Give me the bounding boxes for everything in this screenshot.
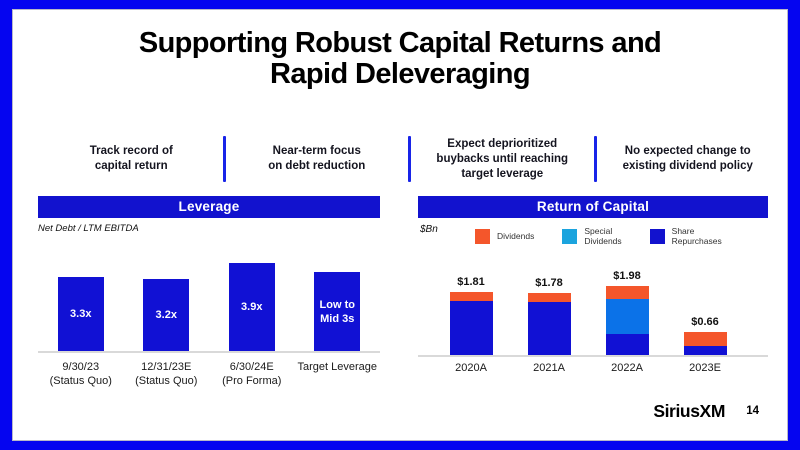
return-of-capital-section-header: Return of Capital: [418, 196, 768, 218]
leverage-bar: 3.3x: [57, 277, 104, 351]
leverage-bar-column: 3.3x: [38, 277, 124, 351]
leverage-bar-column: 3.2x: [124, 279, 210, 351]
roc-bar-segment-share-repurchases: [683, 346, 727, 355]
legend-label: Share Repurchases: [671, 226, 722, 246]
leverage-bar: 3.2x: [143, 279, 190, 351]
callout-near-term-focus: Near-term focus on debt reduction: [268, 145, 366, 172]
axis-label: 2020A: [455, 362, 487, 374]
return-of-capital-unit-label: $Bn: [420, 224, 438, 235]
axis-label: 6/30/24E (Pro Forma): [222, 361, 282, 387]
axis-label: 9/30/23 (Status Quo): [49, 361, 112, 387]
roc-bar-column: $0.66: [666, 270, 744, 355]
roc-bar-segment-share-repurchases: [449, 301, 493, 355]
legend-item: Special Dividends: [562, 226, 622, 246]
slide: Supporting Robust Capital Returns and Ra…: [12, 9, 788, 441]
leverage-chart: 3.3x 3.2x 3.9x Low to Mid 3s: [38, 255, 380, 353]
return-of-capital-axis-labels: 2020A 2021A 2022A 2023E: [418, 362, 768, 376]
roc-total-label: $0.66: [691, 316, 719, 328]
leverage-section-header: Leverage: [38, 196, 380, 218]
page-number: 14: [746, 405, 759, 417]
leverage-subtitle: Net Debt / LTM EBITDA: [38, 223, 139, 234]
leverage-bar: Low to Mid 3s: [314, 272, 361, 351]
legend-item: Share Repurchases: [649, 226, 722, 246]
roc-bar-segment-share-repurchases: [527, 302, 571, 355]
roc-bar-segment-dividends: [449, 292, 493, 301]
roc-total-label: $1.81: [457, 276, 485, 288]
roc-total-label: $1.78: [535, 277, 563, 289]
leverage-bar-label: 3.9x: [241, 301, 263, 313]
callout-row: Track record of capital return Near-term…: [40, 128, 779, 190]
callout-divider: [593, 136, 597, 182]
callout-divider: [408, 136, 411, 182]
callout-dividend-policy: No expected change to existing dividend …: [622, 145, 753, 172]
callout-deprioritized-buybacks: Expect deprioritized buybacks until reac…: [436, 137, 569, 180]
axis-label: 2023E: [689, 362, 721, 374]
roc-bar-segment-dividends: [683, 332, 727, 346]
slide-title-line2: Rapid Deleveraging: [270, 58, 531, 90]
legend-swatch: [649, 228, 665, 244]
callout-track-record: Track record of capital return: [89, 145, 173, 172]
callout-divider: [222, 136, 226, 182]
roc-bar-segment-dividends: [527, 293, 571, 302]
roc-bar-column: $1.98: [588, 270, 666, 355]
roc-bar-column: $1.78: [510, 270, 588, 355]
axis-label: 12/31/23E (Status Quo): [135, 361, 198, 387]
return-of-capital-chart: $1.81 $1.78 $1.98 $0.66: [418, 270, 768, 357]
legend-swatch: [475, 228, 490, 244]
roc-bar-segment-special-dividends: [605, 299, 649, 334]
leverage-bar-label: 3.3x: [70, 308, 92, 320]
axis-label: 2022A: [611, 362, 643, 374]
legend-label: Dividends: [497, 231, 535, 241]
siriusxm-logo: SiriusXM: [653, 401, 725, 421]
roc-bar-segment-share-repurchases: [605, 334, 649, 355]
roc-bar-column: $1.81: [432, 270, 510, 355]
slide-title-line1: Supporting Robust Capital Returns and: [138, 27, 662, 59]
legend-item: Dividends: [475, 226, 534, 246]
roc-bar-segment-dividends: [605, 286, 649, 299]
leverage-bar-label: 3.2x: [155, 309, 177, 321]
axis-label: Target Leverage: [297, 361, 378, 373]
legend-swatch: [562, 228, 578, 244]
return-of-capital-legend: Dividends Special Dividends Share Repurcha…: [475, 226, 722, 246]
leverage-bar-column: Low to Mid 3s: [295, 272, 381, 351]
leverage-bar-column: 3.9x: [209, 263, 295, 351]
leverage-bar-label: Low to Mid 3s: [319, 298, 355, 325]
legend-label: Special Dividends: [584, 226, 622, 246]
axis-label: 2021A: [533, 362, 565, 374]
slide-title: Supporting Robust Capital Returns and Ra…: [13, 28, 787, 90]
roc-total-label: $1.98: [613, 270, 641, 282]
leverage-axis-labels: 9/30/23 (Status Quo) 12/31/23E (Status Qu…: [38, 361, 380, 388]
leverage-bar: 3.9x: [228, 263, 275, 351]
